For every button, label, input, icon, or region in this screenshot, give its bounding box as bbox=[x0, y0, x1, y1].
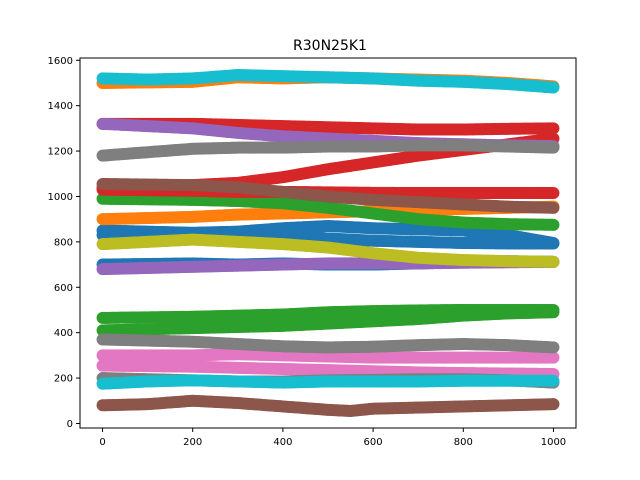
series-17 bbox=[96, 139, 560, 162]
data-point bbox=[547, 141, 560, 154]
data-point bbox=[547, 398, 560, 411]
data-point bbox=[547, 341, 560, 354]
data-point bbox=[547, 218, 560, 231]
series-7 bbox=[96, 306, 560, 337]
data-point bbox=[547, 306, 560, 319]
data-point bbox=[547, 187, 560, 200]
series-18 bbox=[96, 333, 560, 354]
series-5 bbox=[96, 192, 560, 231]
data-point bbox=[547, 122, 560, 135]
series-14 bbox=[96, 177, 560, 214]
series-15 bbox=[96, 348, 560, 364]
data-point bbox=[547, 351, 560, 364]
data-point bbox=[547, 237, 560, 250]
chart-title: R30N25K1 bbox=[293, 38, 367, 54]
data-layer bbox=[96, 69, 560, 417]
data-point bbox=[547, 201, 560, 214]
series-2 bbox=[96, 227, 560, 250]
series-13 bbox=[96, 394, 560, 417]
